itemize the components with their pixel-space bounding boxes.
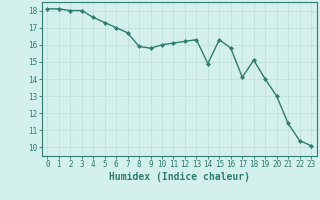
- X-axis label: Humidex (Indice chaleur): Humidex (Indice chaleur): [109, 172, 250, 182]
